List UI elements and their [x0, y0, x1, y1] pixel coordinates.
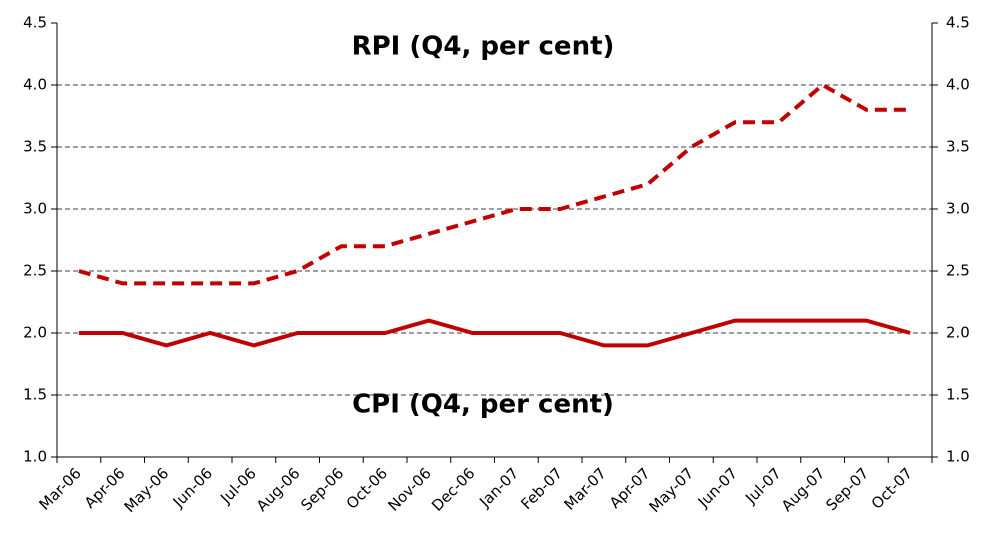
- y-tick-label: 3.0: [23, 200, 47, 218]
- y-tick-label: 4.5: [23, 14, 47, 32]
- y-tick-label: 4.0: [23, 76, 47, 94]
- y2-tick-label: 4.0: [946, 76, 970, 94]
- y2-tick-label: 1.5: [946, 386, 970, 404]
- annotation: RPI (Q4, per cent): [352, 32, 615, 62]
- line-series: [78, 82, 911, 286]
- x-tick-label: Nov-06: [384, 464, 434, 514]
- x-tick-label: May-06: [121, 464, 173, 516]
- x-tick-label: Jun-06: [169, 464, 216, 511]
- y-tick-label: 2.5: [23, 262, 47, 280]
- x-tick-label: Oct-06: [343, 464, 391, 512]
- x-tick-label: Aug-06: [253, 464, 304, 515]
- y2-tick-label: 2.0: [946, 324, 970, 342]
- y-tick-label: 3.5: [23, 138, 47, 156]
- y-tick-label: 1.0: [23, 448, 47, 466]
- y2-tick-label: 3.5: [946, 138, 970, 156]
- x-tick-label: Mar-06: [35, 464, 84, 513]
- y-tick-label: 1.5: [23, 386, 47, 404]
- y2-tick-label: 2.5: [946, 262, 970, 280]
- x-tick-label: Aug-07: [778, 464, 829, 515]
- x-tick-label: Sep-07: [822, 464, 872, 514]
- x-tick-label: Sep-06: [297, 464, 347, 514]
- x-tick-label: Jan-07: [475, 464, 522, 511]
- x-tick-label: Feb-07: [517, 464, 566, 513]
- x-tick-label: Mar-07: [560, 464, 609, 513]
- x-tick-label: May-07: [646, 464, 698, 516]
- y2-tick-label: 4.5: [946, 14, 970, 32]
- x-tick-label: Dec-06: [428, 464, 479, 515]
- y-tick-label: 2.0: [23, 324, 47, 342]
- annotation: CPI (Q4, per cent): [352, 390, 614, 420]
- x-tick-label: Jun-07: [694, 464, 741, 511]
- y2-tick-label: 3.0: [946, 200, 970, 218]
- line-series: [78, 318, 911, 348]
- x-tick-label: Oct-07: [868, 464, 916, 512]
- y2-tick-label: 1.0: [946, 448, 970, 466]
